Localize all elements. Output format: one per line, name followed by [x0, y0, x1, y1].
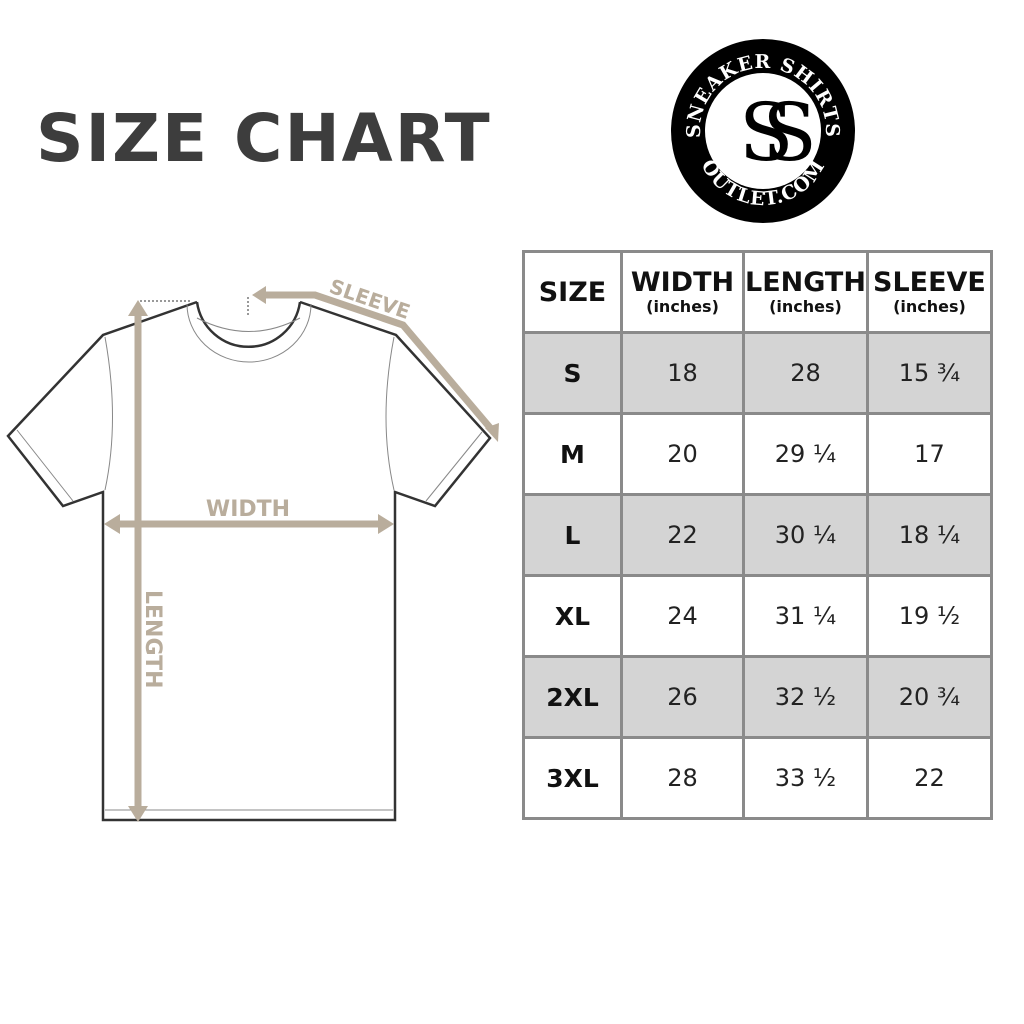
table-row: M 20 29 ¼ 17 [522, 412, 993, 496]
width-label: WIDTH [206, 497, 290, 522]
tshirt-diagram: WIDTH LENGTH SLEEVE [6, 274, 499, 822]
page-title: SIZE CHART [36, 100, 492, 177]
brand-logo: SNEAKER SHIRTS OUTLET.COM SS [671, 39, 855, 223]
size-table: SIZE WIDTH (inches) LENGTH (inches) SLEEVE… [522, 250, 993, 820]
length-label: LENGTH [140, 590, 165, 689]
header-width: WIDTH (inches) [620, 250, 745, 334]
table-row: S 18 28 15 ¾ [522, 331, 993, 415]
header-sleeve: SLEEVE (inches) [865, 250, 993, 334]
table-row: 3XL 28 33 ½ 22 [522, 736, 993, 820]
sleeve-arrow-line [264, 291, 495, 433]
table-row: 2XL 26 32 ½ 20 ¾ [522, 655, 993, 739]
header-size: SIZE [522, 250, 623, 334]
header-length: LENGTH (inches) [742, 250, 869, 334]
table-header-row: SIZE WIDTH (inches) LENGTH (inches) SLEEVE… [522, 250, 993, 334]
tshirt-outline [6, 300, 492, 822]
table-row: XL 24 31 ¼ 19 ½ [522, 574, 993, 658]
table-row: L 22 30 ¼ 18 ¼ [522, 493, 993, 577]
